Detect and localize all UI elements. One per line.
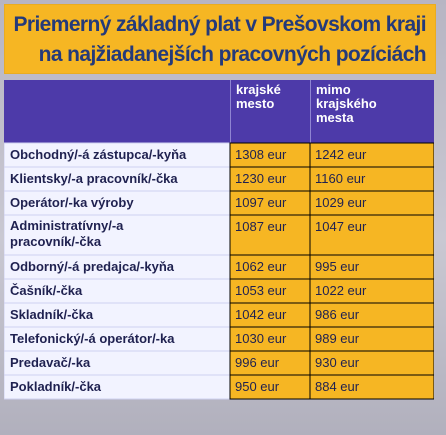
row-4-label-line-1: Administratívny/-a xyxy=(10,218,124,233)
row-4-value-1: 1087 eur xyxy=(235,219,287,234)
row-7-value-1: 1042 eur xyxy=(235,307,287,322)
row-8-label-line-1: Telefonický/-á operátor/-ka xyxy=(10,331,175,346)
row-1-value-cell-1 xyxy=(229,142,311,168)
row-3-value-2: 1029 eur xyxy=(315,195,367,210)
column-header-1-line-2: mesto xyxy=(236,96,274,111)
column-header-2-line-1: mimo xyxy=(316,82,351,97)
row-10-value-cell-1 xyxy=(229,374,311,400)
row-2-value-cell-1 xyxy=(229,166,311,192)
column-header-2-line-3: mesta xyxy=(316,110,354,125)
row-5-value-1: 1062 eur xyxy=(235,259,287,274)
row-8-value-2: 989 eur xyxy=(315,331,360,346)
row-10-label-cell xyxy=(4,374,231,400)
salary-table: krajské mesto mimo krajského mesta Obchodný/-… xyxy=(4,80,434,432)
row-5-label-cell xyxy=(4,254,231,280)
row-4-value-2: 1047 eur xyxy=(315,219,367,234)
row-6-value-cell-2 xyxy=(309,278,434,304)
row-6-value-cell-1 xyxy=(229,278,311,304)
row-10-value-cell-2 xyxy=(309,374,434,400)
row-3-value-cell-2 xyxy=(309,190,434,216)
table-header-sep-2 xyxy=(310,80,311,143)
row-5-label-line-1: Odborný/-á predajca/-kyňa xyxy=(10,259,175,274)
row-6-value-1: 1053 eur xyxy=(235,283,287,298)
row-9-label-line-1: Predavač/-ka xyxy=(10,355,91,370)
row-1-value-1: 1308 eur xyxy=(235,147,287,162)
row-8-value-1: 1030 eur xyxy=(235,331,287,346)
row-4-value-cell-2 xyxy=(309,214,434,256)
row-5-value-2: 995 eur xyxy=(315,259,360,274)
row-9-value-2: 930 eur xyxy=(315,355,360,370)
row-3-value-cell-1 xyxy=(229,190,311,216)
row-10-label-line-1: Pokladník/-čka xyxy=(10,379,102,394)
row-4-label-line-2: pracovník/-čka xyxy=(10,234,102,249)
title-line-2: na najžiadanejších pracovných pozíciách xyxy=(38,43,427,66)
row-9-value-1: 996 eur xyxy=(235,355,280,370)
row-7-value-2: 986 eur xyxy=(315,307,360,322)
title-banner: Priemerný základný plat v Prešovskom kra… xyxy=(4,4,436,74)
table-header-sep-1 xyxy=(230,80,231,143)
row-8-value-cell-2 xyxy=(309,326,434,352)
row-7-value-cell-2 xyxy=(309,302,434,328)
row-5-value-cell-2 xyxy=(309,254,434,280)
row-7-value-cell-1 xyxy=(229,302,311,328)
row-2-value-2: 1160 eur xyxy=(315,171,366,186)
row-9-value-cell-1 xyxy=(229,350,311,376)
column-header-1-line-1: krajské xyxy=(236,82,281,97)
row-8-label-cell xyxy=(4,326,231,352)
row-6-label-line-1: Čašník/-čka xyxy=(10,283,83,298)
row-3-label-line-1: Operátor/-ka výroby xyxy=(10,195,134,210)
row-9-label-cell xyxy=(4,350,231,376)
row-2-label-cell xyxy=(4,166,231,192)
row-1-label-line-1: Obchodný/-á zástupca/-kyňa xyxy=(10,147,187,162)
row-3-value-1: 1097 eur xyxy=(235,195,287,210)
row-1-value-2: 1242 eur xyxy=(315,147,367,162)
row-10-value-1: 950 eur xyxy=(235,379,280,394)
row-7-label-line-1: Skladník/-čka xyxy=(10,307,94,322)
row-2-label-line-1: Klientsky/-a pracovník/-čka xyxy=(10,171,178,186)
row-8-value-cell-1 xyxy=(229,326,311,352)
row-1-value-cell-2 xyxy=(309,142,434,168)
title-line-1: Priemerný základný plat v Prešovskom kra… xyxy=(13,13,426,36)
row-6-value-2: 1022 eur xyxy=(315,283,367,298)
table-header-bg xyxy=(4,80,434,143)
row-10-value-2: 884 eur xyxy=(315,379,360,394)
row-2-value-1: 1230 eur xyxy=(235,171,287,186)
row-3-label-cell xyxy=(4,190,231,216)
column-header-2-line-2: krajského xyxy=(316,96,377,111)
